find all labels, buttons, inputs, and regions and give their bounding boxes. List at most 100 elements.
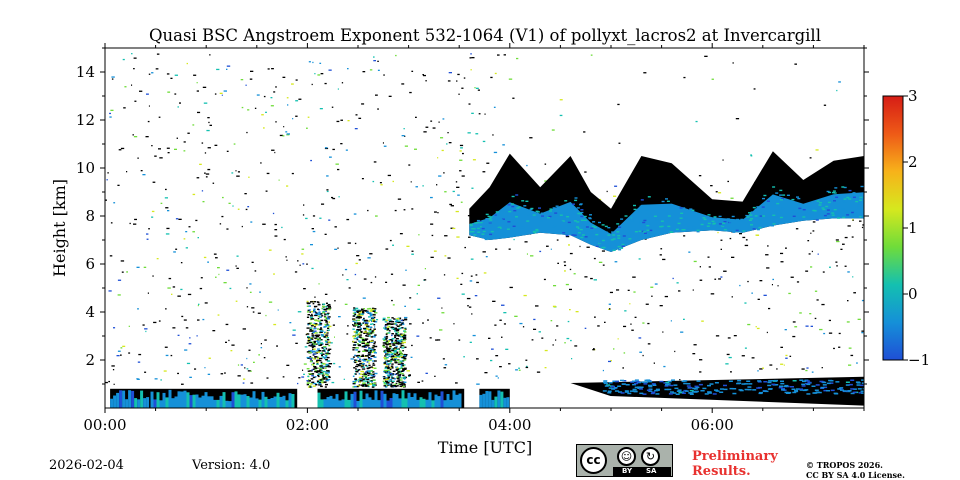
lower-layer-cell xyxy=(639,388,643,390)
lower-layer-cell xyxy=(683,382,688,385)
boundary-layer-cell xyxy=(279,396,283,408)
cirrus-cell xyxy=(552,226,555,228)
boundary-layer-cell xyxy=(240,394,244,408)
boundary-layer-cell xyxy=(503,397,507,408)
lower-layer-cell xyxy=(639,392,644,395)
cirrus-cell xyxy=(666,200,670,202)
lower-layer-cell xyxy=(792,391,797,394)
cirrus-cell xyxy=(559,214,563,216)
cirrus-cell xyxy=(746,216,750,218)
cirrus-cell xyxy=(573,220,577,222)
lower-layer-cell xyxy=(820,386,825,389)
cirrus-cell xyxy=(485,218,489,220)
cirrus-cell xyxy=(635,211,639,213)
lower-layer-cell xyxy=(625,384,630,386)
cirrus-cell xyxy=(735,229,739,232)
cirrus-cell xyxy=(476,221,480,224)
cirrus-cell xyxy=(471,231,475,233)
cirrus-cell xyxy=(488,221,492,223)
lower-layer-cell xyxy=(801,385,806,387)
boundary-layer-cell xyxy=(137,399,141,408)
cirrus-cell xyxy=(779,194,783,196)
cirrus-cell xyxy=(726,218,730,220)
cirrus-cell xyxy=(538,207,541,209)
lower-layer-cell xyxy=(837,388,842,390)
lower-layer-cell xyxy=(675,393,680,395)
boundary-layer-cell xyxy=(488,391,492,408)
y-tick-label: 8 xyxy=(85,207,95,225)
cirrus-cell xyxy=(728,221,732,223)
lower-layer-cell xyxy=(757,380,762,382)
boundary-layer-cell xyxy=(171,398,175,408)
lower-layer-cell xyxy=(770,380,775,382)
lower-layer-cell xyxy=(794,390,799,393)
cirrus-cell xyxy=(521,226,525,229)
lower-layer-cell xyxy=(861,392,864,394)
cirrus-cell xyxy=(859,199,862,201)
boundary-layer-cell xyxy=(368,397,372,408)
lower-layer-cell xyxy=(608,382,613,384)
cirrus-cell xyxy=(600,235,604,237)
cirrus-cell xyxy=(821,207,825,209)
lower-layer-cell xyxy=(639,386,644,388)
attribution-icon: ☺ xyxy=(617,447,636,466)
cirrus-cell xyxy=(834,187,838,189)
lower-layer-cell xyxy=(617,385,622,387)
y-tick-label: 4 xyxy=(85,303,95,321)
boundary-layer-cell xyxy=(332,398,336,408)
copyright-note: © TROPOS 2026. CC BY SA 4.0 License. xyxy=(806,460,905,480)
cirrus-cell xyxy=(792,201,796,204)
lower-layer-cell xyxy=(686,385,691,387)
cirrus-cell xyxy=(842,200,845,202)
cirrus-cell xyxy=(756,217,760,219)
cirrus-cell xyxy=(555,232,559,234)
cirrus-cell xyxy=(488,222,492,224)
boundary-layer-cell xyxy=(192,394,196,408)
cirrus-cell xyxy=(535,210,539,212)
colorbar-tick-label: −1 xyxy=(908,351,930,369)
cirrus-cell xyxy=(643,219,647,222)
cirrus-cell xyxy=(581,234,585,236)
cirrus-cell xyxy=(660,220,664,222)
lower-layer-cell xyxy=(668,393,673,395)
cirrus-cell xyxy=(589,214,592,216)
cirrus-cell xyxy=(481,233,485,235)
boundary-layer-cell xyxy=(165,397,169,408)
boundary-layer-cell xyxy=(213,399,217,408)
cirrus-cell xyxy=(519,227,523,229)
boundary-layer-cell xyxy=(186,392,190,408)
cirrus-cell xyxy=(575,226,579,228)
cirrus-cell xyxy=(617,237,621,239)
cirrus-cell xyxy=(498,227,502,229)
lower-layer-cell xyxy=(607,392,612,394)
cirrus-cell xyxy=(682,207,686,209)
lower-layer-cell xyxy=(688,392,693,394)
lower-layer-cell xyxy=(785,385,790,388)
boundary-layer-cell xyxy=(210,396,214,408)
lower-layer-cell xyxy=(842,390,847,392)
lower-layer-cell xyxy=(695,386,700,389)
cirrus-cell xyxy=(574,199,578,202)
cirrus-cell xyxy=(646,225,650,227)
cirrus-cell xyxy=(584,236,588,238)
preliminary-line2: Results. xyxy=(692,464,751,479)
boundary-layer-cell xyxy=(255,398,259,408)
cirrus-cell xyxy=(479,221,483,224)
cirrus-cell xyxy=(835,196,839,198)
lower-layer-cell xyxy=(714,389,718,391)
cirrus-cell xyxy=(529,214,533,217)
lower-layer-cell xyxy=(630,381,635,383)
boundary-layer-cell xyxy=(347,399,351,408)
cirrus-cell xyxy=(470,225,474,228)
boundary-layer-cell xyxy=(338,400,342,408)
cirrus-cell xyxy=(859,196,863,199)
cirrus-cell xyxy=(618,226,622,228)
lower-layer-cell xyxy=(817,391,822,394)
cirrus-cell xyxy=(804,211,808,213)
lower-layer-cell xyxy=(852,391,857,394)
lower-layer-cell xyxy=(646,389,651,391)
cirrus-cell xyxy=(547,217,550,219)
lower-layer-cell xyxy=(603,382,608,385)
boundary-layer-cell xyxy=(416,399,420,408)
lower-layer-cell xyxy=(707,392,712,394)
